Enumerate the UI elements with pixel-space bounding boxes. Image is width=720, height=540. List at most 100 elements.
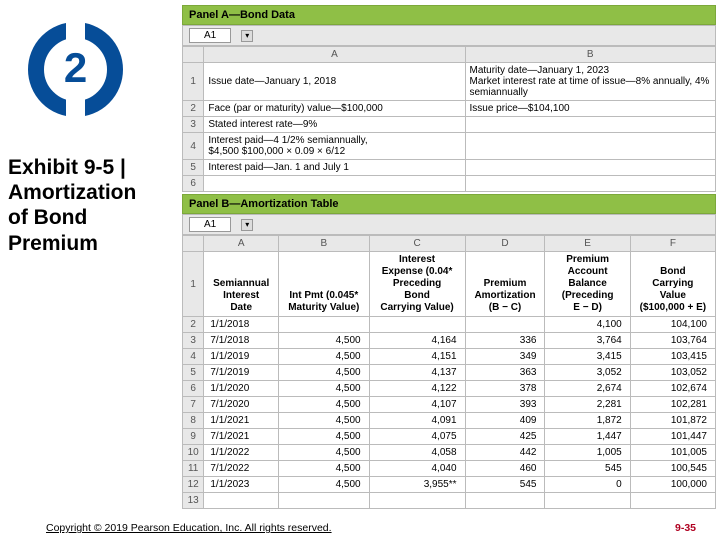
row-num: 3 bbox=[183, 333, 204, 349]
exhibit-line-1: Exhibit 9-5 | bbox=[8, 155, 176, 180]
cell-pmt: 4,500 bbox=[278, 397, 369, 413]
cell-pmt: 4,500 bbox=[278, 333, 369, 349]
cell-a: Issue date—January 1, 2018 bbox=[204, 63, 465, 101]
learning-objective-badge: 2 bbox=[28, 22, 123, 117]
col-f: F bbox=[630, 236, 715, 252]
cell-amort: 378 bbox=[465, 381, 545, 397]
cell-carry: 102,281 bbox=[630, 397, 715, 413]
cell-date: 7/1/2020 bbox=[204, 397, 279, 413]
panel-b-table: A B C D E F 1 SemiannualInterestDate Int… bbox=[182, 235, 716, 509]
cell-pmt bbox=[278, 493, 369, 509]
cell-exp: 3,955** bbox=[369, 477, 465, 493]
hdr-e: PremiumAccountBalance(PrecedingE − D) bbox=[545, 252, 630, 317]
col-b: B bbox=[465, 47, 716, 63]
dropdown-icon: ▾ bbox=[241, 30, 253, 42]
cell-amort: 363 bbox=[465, 365, 545, 381]
cell-carry: 103,764 bbox=[630, 333, 715, 349]
panel-b-header: Panel B—Amortization Table bbox=[182, 194, 716, 214]
cell-date: 7/1/2019 bbox=[204, 365, 279, 381]
cell-exp: 4,122 bbox=[369, 381, 465, 397]
cell-exp bbox=[369, 317, 465, 333]
exhibit-line-2: Amortization bbox=[8, 180, 176, 205]
hdr-c: InterestExpense (0.04*PrecedingBondCarry… bbox=[369, 252, 465, 317]
cell-b: Maturity date—January 1, 2023Market inte… bbox=[465, 63, 716, 101]
cell-bal: 0 bbox=[545, 477, 630, 493]
cell-carry bbox=[630, 493, 715, 509]
row-num: 12 bbox=[183, 477, 204, 493]
panel-a-table: A B 1Issue date—January 1, 2018Maturity … bbox=[182, 46, 716, 192]
corner-cell bbox=[183, 47, 204, 63]
cell-b: Issue price—$104,100 bbox=[465, 101, 716, 117]
cell-date: 7/1/2022 bbox=[204, 461, 279, 477]
cell-exp: 4,058 bbox=[369, 445, 465, 461]
row-num: 4 bbox=[183, 133, 204, 160]
cell-b bbox=[465, 176, 716, 192]
cell-exp: 4,107 bbox=[369, 397, 465, 413]
cell-date bbox=[204, 493, 279, 509]
cell-exp: 4,151 bbox=[369, 349, 465, 365]
cell-amort: 545 bbox=[465, 477, 545, 493]
cell-pmt: 4,500 bbox=[278, 413, 369, 429]
corner-cell bbox=[183, 236, 204, 252]
row-num: 1 bbox=[183, 63, 204, 101]
cell-bal: 1,005 bbox=[545, 445, 630, 461]
cell-amort bbox=[465, 493, 545, 509]
footer: Copyright © 2019 Pearson Education, Inc.… bbox=[0, 522, 720, 534]
cell-pmt: 4,500 bbox=[278, 381, 369, 397]
exhibit-line-3: of Bond bbox=[8, 205, 176, 230]
hdr-a: SemiannualInterestDate bbox=[204, 252, 279, 317]
cell-bal: 1,872 bbox=[545, 413, 630, 429]
col-a: A bbox=[204, 236, 279, 252]
hdr-b: Int Pmt (0.045*Maturity Value) bbox=[278, 252, 369, 317]
cell-carry: 101,872 bbox=[630, 413, 715, 429]
cell-a: Stated interest rate—9% bbox=[204, 117, 465, 133]
cell-amort: 425 bbox=[465, 429, 545, 445]
exhibit-line-4: Premium bbox=[8, 231, 176, 256]
cell-exp: 4,075 bbox=[369, 429, 465, 445]
cell-pmt: 4,500 bbox=[278, 445, 369, 461]
cell-amort: 393 bbox=[465, 397, 545, 413]
cell-b bbox=[465, 117, 716, 133]
cell-a: Interest paid—Jan. 1 and July 1 bbox=[204, 160, 465, 176]
cell-bal: 2,281 bbox=[545, 397, 630, 413]
cell-pmt: 4,500 bbox=[278, 477, 369, 493]
cell-bal bbox=[545, 493, 630, 509]
hdr-f: BondCarryingValue($100,000 + E) bbox=[630, 252, 715, 317]
panels-region: Panel A—Bond Data A1 ▾ A B 1Issue date—J… bbox=[182, 5, 716, 509]
row-num: 7 bbox=[183, 397, 204, 413]
col-e: E bbox=[545, 236, 630, 252]
row-num: 11 bbox=[183, 461, 204, 477]
cell-date: 7/1/2021 bbox=[204, 429, 279, 445]
cell-amort: 409 bbox=[465, 413, 545, 429]
cell-amort: 349 bbox=[465, 349, 545, 365]
cell-date: 7/1/2018 bbox=[204, 333, 279, 349]
row-num: 10 bbox=[183, 445, 204, 461]
badge-number: 2 bbox=[28, 44, 123, 92]
row-num: 5 bbox=[183, 365, 204, 381]
cell-date: 1/1/2019 bbox=[204, 349, 279, 365]
panel-b-cellref-bar: A1 ▾ bbox=[182, 214, 716, 235]
cell-date: 1/1/2020 bbox=[204, 381, 279, 397]
cell-a bbox=[204, 176, 465, 192]
row-num: 3 bbox=[183, 117, 204, 133]
row-num: 2 bbox=[183, 101, 204, 117]
cell-bal: 545 bbox=[545, 461, 630, 477]
cell-pmt: 4,500 bbox=[278, 429, 369, 445]
cell-bal: 1,447 bbox=[545, 429, 630, 445]
row-num: 6 bbox=[183, 176, 204, 192]
cell-exp: 4,137 bbox=[369, 365, 465, 381]
cell-amort: 442 bbox=[465, 445, 545, 461]
cell-carry: 104,100 bbox=[630, 317, 715, 333]
cell-bal: 3,764 bbox=[545, 333, 630, 349]
col-b: B bbox=[278, 236, 369, 252]
cell-carry: 100,545 bbox=[630, 461, 715, 477]
panel-a-cellref-bar: A1 ▾ bbox=[182, 25, 716, 46]
panel-a-header: Panel A—Bond Data bbox=[182, 5, 716, 25]
row-num: 5 bbox=[183, 160, 204, 176]
row-num: 1 bbox=[183, 252, 204, 317]
row-num: 8 bbox=[183, 413, 204, 429]
cell-exp: 4,164 bbox=[369, 333, 465, 349]
page-number: 9-35 bbox=[675, 522, 696, 534]
cell-carry: 103,052 bbox=[630, 365, 715, 381]
cell-date: 1/1/2021 bbox=[204, 413, 279, 429]
